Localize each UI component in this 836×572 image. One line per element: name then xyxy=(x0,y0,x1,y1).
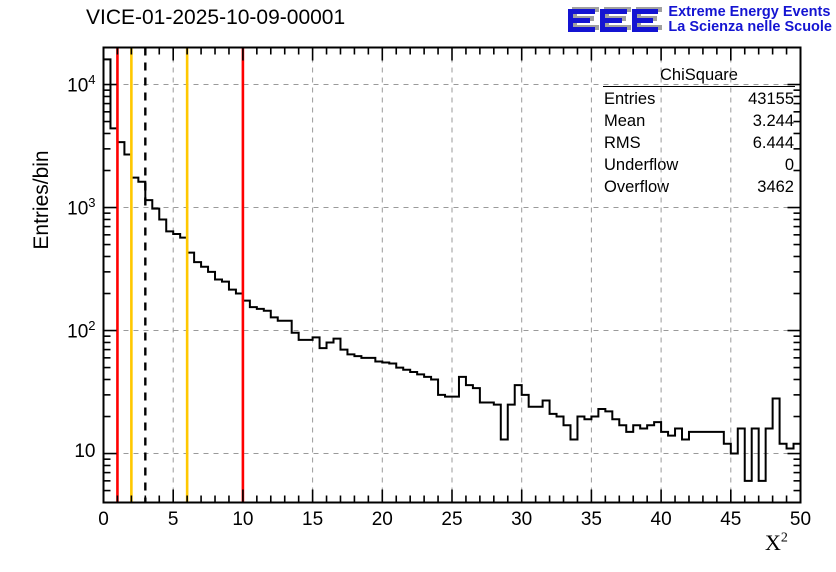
page-title: VICE-01-2025-10-09-00001 xyxy=(86,6,346,29)
x-axis-tick-label: 40 xyxy=(650,508,672,530)
y-tick-exponent: 4 xyxy=(88,71,96,87)
eee-logo-line1: Extreme Energy Events xyxy=(668,3,831,20)
stats-rows: Entries 43155 Mean 3.244 RMS 6.444 Underflow 0 O… xyxy=(603,88,795,199)
stats-row-label: Overflow xyxy=(604,178,670,197)
histogram-curve xyxy=(103,58,801,482)
stats-row-value: 6.444 xyxy=(752,134,794,153)
stats-row-label: Mean xyxy=(604,112,646,131)
x-axis-tick-label: 10 xyxy=(232,508,254,530)
x-axis-tick-label: 30 xyxy=(511,508,533,530)
y-tick-base: 10 xyxy=(67,320,89,342)
stats-row-label: RMS xyxy=(604,134,641,153)
stats-row-value: 3.244 xyxy=(752,112,794,131)
x-axis-title: X2 xyxy=(765,530,788,555)
stats-row-value: 0 xyxy=(784,156,794,175)
stats-row-label: Underflow xyxy=(604,156,679,175)
stats-row: Overflow 3462 xyxy=(603,176,795,198)
x-axis-tick-label: 45 xyxy=(720,508,742,530)
eee-logo-text: Extreme Energy Events La Scienza nelle S… xyxy=(668,3,832,36)
y-tick-exponent: 2 xyxy=(88,317,96,333)
stats-box: ChiSquare Entries 43155 Mean 3.244 RMS 6.444 U… xyxy=(603,66,795,199)
x-axis-tick-label: 50 xyxy=(789,508,812,530)
x-axis-tick-label: 35 xyxy=(580,508,602,530)
y-tick-base: 10 xyxy=(67,197,89,219)
y-axis-tick-label: 104 xyxy=(36,71,96,97)
x-axis-tick-label: 25 xyxy=(441,508,463,530)
x-axis-tick-label: 15 xyxy=(302,508,324,530)
x-axis-tick-label: 0 xyxy=(98,508,109,530)
stats-row: RMS 6.444 xyxy=(603,132,795,154)
stats-row-label: Entries xyxy=(604,90,656,108)
plot-frame xyxy=(102,46,802,504)
stats-row-value: 3462 xyxy=(757,178,794,197)
y-axis-tick-label: 103 xyxy=(36,194,96,220)
stats-row: Entries 43155 xyxy=(603,88,795,110)
y-axis-tick-label: 102 xyxy=(36,317,96,343)
eee-logo-line2: La Scienza nelle Scuole xyxy=(668,19,832,35)
eee-logo: Extreme Energy Events La Scienza nelle S… xyxy=(566,3,832,37)
y-tick-exponent: 3 xyxy=(88,194,96,210)
stats-title: ChiSquare xyxy=(603,66,795,87)
stats-row: Mean 3.244 xyxy=(603,110,795,132)
y-tick-base: 10 xyxy=(67,74,89,96)
y-tick-base: 10 xyxy=(74,440,96,462)
y-axis-tick-label: 10 xyxy=(36,440,96,463)
stats-row-value: 43155 xyxy=(748,90,794,108)
x-axis-tick-label: 5 xyxy=(167,508,179,530)
eee-logo-letters xyxy=(566,3,663,37)
stats-row: Underflow 0 xyxy=(603,154,795,176)
x-axis-tick-label: 20 xyxy=(371,508,393,530)
